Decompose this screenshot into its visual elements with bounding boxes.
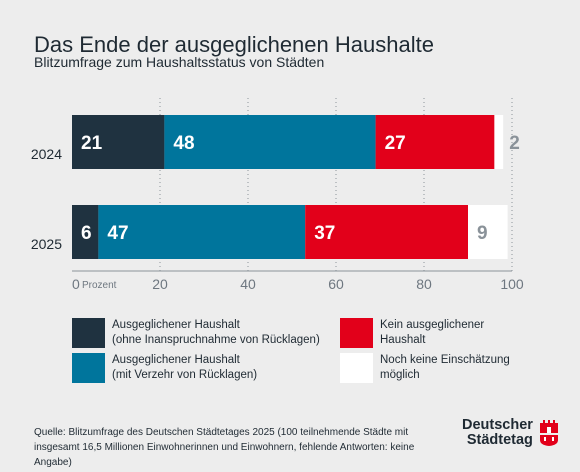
category-label: 2025 bbox=[31, 236, 62, 252]
bar-segment bbox=[494, 115, 504, 169]
stacked-bar-chart: 21 48 27 2 2024 6 47 37 9 2025 0 20 40 60 80 100 Prozent bbox=[31, 98, 524, 292]
chart-title: Das Ende der ausgeglichenen Haushalte bbox=[34, 32, 434, 57]
legend-item-not-balanced: Kein ausgeglichener Haushalt bbox=[340, 318, 484, 348]
bar-segment bbox=[305, 205, 468, 259]
legend-swatch bbox=[72, 318, 105, 348]
data-label: 9 bbox=[477, 223, 488, 244]
legend-label: Kein ausgeglichener bbox=[380, 319, 485, 331]
source-note: Quelle: Blitzumfrage des Deutschen Städt… bbox=[34, 427, 415, 468]
legend-item-balanced-with-reserves: Ausgeglichener Haushalt (mit Verzehr von… bbox=[72, 353, 257, 383]
legend-swatch bbox=[340, 353, 373, 383]
bar-segment bbox=[468, 205, 508, 259]
chart-subtitle: Blitzumfrage zum Haushaltsstatus von Stä… bbox=[34, 54, 325, 70]
data-label: 37 bbox=[314, 223, 335, 244]
bar-segment bbox=[72, 205, 99, 259]
bar-segment bbox=[375, 115, 495, 169]
legend-label-detail: (mit Verzehr von Rücklagen) bbox=[112, 369, 258, 381]
category-label: 2024 bbox=[31, 146, 62, 162]
bar-segment bbox=[98, 205, 306, 259]
x-tick-label: 80 bbox=[416, 276, 432, 292]
data-label: 6 bbox=[81, 223, 92, 244]
legend-label-detail: (ohne Inanspruchnahme von Rücklagen) bbox=[112, 334, 320, 346]
legend-item-no-estimate: Noch keine Einschätzung möglich bbox=[340, 353, 510, 383]
data-label: 21 bbox=[81, 133, 103, 154]
legend-label: Ausgeglichener Haushalt bbox=[112, 319, 240, 331]
x-tick-label: 40 bbox=[240, 276, 256, 292]
legend-label: Ausgeglichener Haushalt bbox=[112, 354, 240, 366]
x-tick-label: 20 bbox=[152, 276, 168, 292]
data-label: 27 bbox=[385, 133, 406, 154]
x-tick-label: 60 bbox=[328, 276, 344, 292]
x-tick-label: 100 bbox=[500, 276, 524, 292]
data-label: 48 bbox=[173, 133, 194, 154]
x-tick-label: 0 bbox=[72, 276, 80, 292]
data-label: 2 bbox=[509, 133, 520, 154]
legend-swatch bbox=[340, 318, 373, 348]
legend-swatch bbox=[72, 353, 105, 383]
logo-text-line1: Deutscher bbox=[462, 417, 533, 433]
legend-label-detail: möglich bbox=[380, 369, 420, 381]
bar-segment bbox=[164, 115, 376, 169]
legend-label: Noch keine Einschätzung bbox=[380, 354, 510, 366]
deutscher-staedtetag-logo: Deutscher Städtetag bbox=[462, 418, 559, 448]
city-crest-icon bbox=[539, 420, 558, 446]
x-unit-label: Prozent bbox=[82, 280, 117, 291]
legend-label-detail: Haushalt bbox=[380, 334, 426, 346]
data-label: 47 bbox=[107, 223, 128, 244]
logo-text-line2: Städtetag bbox=[466, 432, 533, 448]
bar-segment bbox=[72, 115, 165, 169]
legend-item-balanced-without-reserves: Ausgeglichener Haushalt (ohne Inanspruch… bbox=[72, 318, 320, 348]
